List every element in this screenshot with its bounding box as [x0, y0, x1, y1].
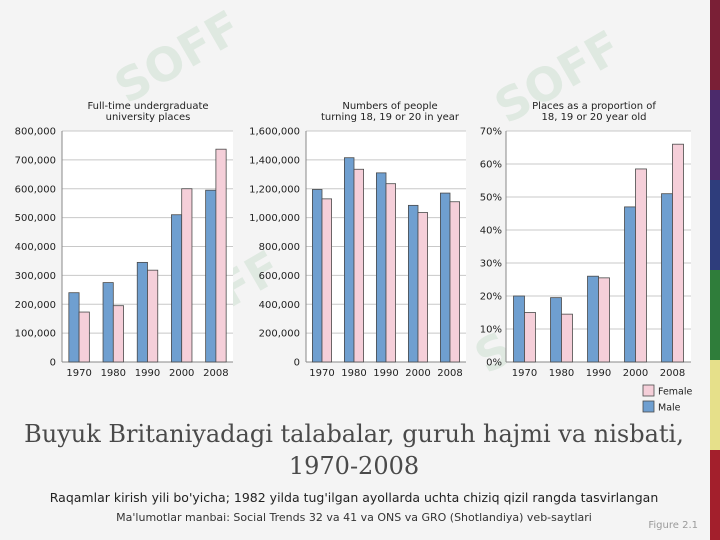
- bar-male: [343, 157, 355, 363]
- y-tick-label: 70%: [480, 127, 502, 138]
- bar-male: [68, 292, 80, 363]
- x-tick-label: 1980: [101, 368, 126, 379]
- chart-title: Numbers of people: [342, 101, 437, 112]
- bar-female: [215, 148, 227, 363]
- x-tick-label: 1980: [341, 368, 366, 379]
- chart-title: turning 18, 19 or 20 in year: [321, 112, 460, 123]
- x-tick-label: 1970: [66, 368, 91, 379]
- bar-female: [672, 143, 684, 363]
- x-tick-label: 2008: [203, 368, 228, 379]
- chart-title: Places as a proportion of: [532, 101, 656, 112]
- bar-female: [353, 168, 365, 363]
- bar-male: [661, 193, 673, 363]
- y-tick-label: 700,000: [15, 155, 56, 166]
- x-tick-label: 2000: [169, 368, 194, 379]
- bar-male: [624, 206, 636, 363]
- strip-segment: [710, 90, 720, 180]
- bar-male: [205, 189, 217, 363]
- y-tick-label: 400,000: [15, 242, 56, 253]
- y-tick-label: 1,200,000: [249, 184, 300, 195]
- y-tick-label: 200,000: [259, 329, 300, 340]
- y-tick-label: 400,000: [259, 300, 300, 311]
- strip-segment: [710, 360, 720, 450]
- bar-male: [136, 261, 148, 363]
- y-tick-label: 50%: [480, 193, 502, 204]
- bar-male: [375, 172, 387, 363]
- x-tick-label: 1980: [549, 368, 574, 379]
- slide-title: Buyuk Britaniyadagi talabalar, guruh haj…: [24, 420, 684, 480]
- x-tick-label: 1990: [373, 368, 398, 379]
- bar-female: [598, 277, 610, 363]
- bar-male: [407, 204, 419, 363]
- bar-female: [385, 183, 397, 363]
- y-tick-label: 0: [50, 358, 56, 369]
- figure-label: Figure 2.1: [648, 520, 698, 531]
- strip-segment: [710, 450, 720, 540]
- y-tick-label: 800,000: [259, 242, 300, 253]
- y-tick-label: 10%: [480, 325, 502, 336]
- y-tick-label: 100,000: [15, 329, 56, 340]
- y-tick-label: 300,000: [15, 271, 56, 282]
- slide-subtitle: Raqamlar kirish yili bo'yicha; 1982 yild…: [49, 490, 659, 505]
- y-tick-label: 800,000: [15, 127, 56, 138]
- bar-male: [102, 282, 114, 363]
- y-tick-label: 500,000: [15, 213, 56, 224]
- y-tick-label: 600,000: [259, 271, 300, 282]
- bar-male: [513, 295, 525, 363]
- x-tick-label: 1970: [309, 368, 334, 379]
- x-tick-label: 2000: [405, 368, 430, 379]
- legend-swatch-female: [642, 384, 655, 397]
- bar-female: [321, 198, 333, 363]
- decorative-color-strip: [710, 0, 720, 540]
- bar-male: [550, 297, 562, 363]
- bar-female: [147, 269, 159, 363]
- y-tick-label: 1,000,000: [249, 213, 300, 224]
- legend-label-male: Male: [658, 403, 681, 414]
- bar-female: [112, 305, 124, 363]
- strip-segment: [710, 0, 720, 90]
- y-tick-label: 30%: [480, 259, 502, 270]
- data-source: Ma'lumotlar manbai: Social Trends 32 va …: [116, 511, 592, 524]
- bar-female: [561, 313, 573, 363]
- y-tick-label: 20%: [480, 292, 502, 303]
- bar-female: [181, 188, 193, 363]
- x-tick-label: 2008: [660, 368, 685, 379]
- legend-label-female: Female: [658, 387, 693, 398]
- strip-segment: [710, 180, 720, 270]
- legend-swatch-male: [642, 400, 655, 413]
- x-tick-label: 2008: [437, 368, 462, 379]
- x-tick-label: 1990: [135, 368, 160, 379]
- x-tick-label: 2000: [623, 368, 648, 379]
- bar-female: [635, 168, 647, 363]
- x-tick-label: 1990: [586, 368, 611, 379]
- x-tick-label: 1970: [512, 368, 537, 379]
- chart-title: 18, 19 or 20 year old: [541, 112, 646, 123]
- strip-segment: [710, 270, 720, 360]
- bar-male: [587, 275, 599, 363]
- y-tick-label: 600,000: [15, 184, 56, 195]
- bar-female: [417, 212, 429, 363]
- y-tick-label: 0%: [486, 358, 502, 369]
- bar-female: [524, 312, 536, 363]
- bar-female: [78, 311, 90, 363]
- y-tick-label: 200,000: [15, 300, 56, 311]
- y-tick-label: 40%: [480, 226, 502, 237]
- y-tick-label: 0: [294, 358, 300, 369]
- y-tick-label: 1,600,000: [249, 127, 300, 138]
- chart-title: university places: [106, 112, 191, 123]
- bar-male: [311, 189, 323, 363]
- y-tick-label: 1,400,000: [249, 155, 300, 166]
- y-tick-label: 60%: [480, 160, 502, 171]
- bar-female: [449, 201, 461, 363]
- chart-title: Full-time undergraduate: [87, 101, 208, 112]
- bar-male: [439, 192, 451, 363]
- bar-male: [171, 214, 183, 363]
